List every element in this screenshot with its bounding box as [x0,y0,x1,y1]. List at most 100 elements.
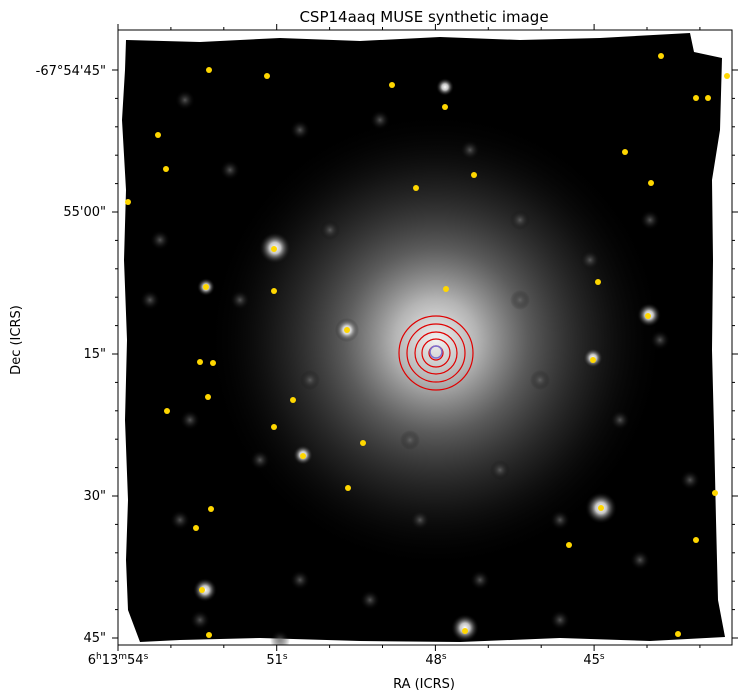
faint-source [290,570,310,590]
star-marker [163,166,169,172]
faint-source [640,210,660,230]
faint-sources [140,90,700,645]
star-marker [598,505,604,511]
x-axis-label: RA (ICRS) [393,677,455,692]
faint-source [290,120,310,140]
star-marker [125,199,131,205]
star-marker [205,394,211,400]
faint-source [530,370,550,390]
image-area [118,30,732,645]
faint-source [510,210,530,230]
star-marker [658,53,664,59]
star-marker [197,359,203,365]
faint-source [220,160,240,180]
star-markers [125,53,730,638]
x-axis-ticks [117,24,701,651]
faint-source [180,410,200,430]
star-marker [208,506,214,512]
star-marker [199,587,205,593]
faint-source [400,430,420,450]
faint-source [190,610,210,630]
star-marker [443,286,449,292]
y-tick-label-1: 55'00" [63,205,106,220]
faint-source [360,590,380,610]
center-marker [429,345,443,359]
star-marker [622,149,628,155]
faint-source [510,290,530,310]
faint-source [550,610,570,630]
star-marker [344,327,350,333]
star-marker [203,284,209,290]
star-marker [693,537,699,543]
contour-line [398,315,474,391]
plot-title: CSP14aaq MUSE synthetic image [299,8,548,26]
y-tick-label-3: 30" [83,489,106,504]
star-marker [264,73,270,79]
y-tick-label-2: 15" [83,347,106,362]
contour-line [406,323,466,383]
star-marker [271,246,277,252]
star-marker [648,180,654,186]
faint-source [580,250,600,270]
host-galaxy-glow [206,110,666,570]
faint-source [140,290,160,310]
star-marker [360,440,366,446]
star-marker [645,313,651,319]
star-marker [724,73,730,79]
y-tick-label-0: -67°54'45" [36,64,106,79]
star-marker [590,357,596,363]
faint-source [270,630,290,645]
faint-source [170,510,190,530]
faint-source [650,330,670,350]
star-marker [271,424,277,430]
x-tick-label-1: 51s [266,652,288,668]
star-marker [675,631,681,637]
star-marker [193,525,199,531]
faint-source [250,450,270,470]
x-tick-label-3: 45s [583,652,605,668]
star-marker [290,397,296,403]
faint-source [610,410,630,430]
faint-source [460,140,480,160]
x-tick-label-2: 48s [425,652,447,668]
star-marker [206,632,212,638]
star-marker [693,95,699,101]
star-marker [566,542,572,548]
star-marker [712,490,718,496]
star-marker [155,132,161,138]
x-tick-label-0: 6h13m54s [88,652,149,668]
contour-line [414,331,458,375]
star-marker [471,172,477,178]
star-marker [164,408,170,414]
contour-line [421,338,451,368]
star-marker [442,104,448,110]
star-marker [345,485,351,491]
axes-frame [117,29,733,646]
bright-star [436,78,454,96]
faint-source [175,90,195,110]
faint-source [370,110,390,130]
faint-source [630,550,650,570]
faint-source [490,460,510,480]
faint-source [320,220,340,240]
faint-source [300,370,320,390]
star-marker [389,82,395,88]
star-marker [705,95,711,101]
faint-source [150,230,170,250]
star-marker [462,628,468,634]
faint-source [410,510,430,530]
contour-overlay [398,315,474,391]
star-marker [206,67,212,73]
y-tick-label-4: 45" [83,631,106,646]
faint-source [470,570,490,590]
faint-source [230,290,250,310]
star-marker [300,453,306,459]
star-marker [413,185,419,191]
star-marker [595,279,601,285]
y-axis-label: Dec (ICRS) [9,305,24,375]
faint-source [680,470,700,490]
star-marker [271,288,277,294]
y-axis-ticks [112,69,738,639]
